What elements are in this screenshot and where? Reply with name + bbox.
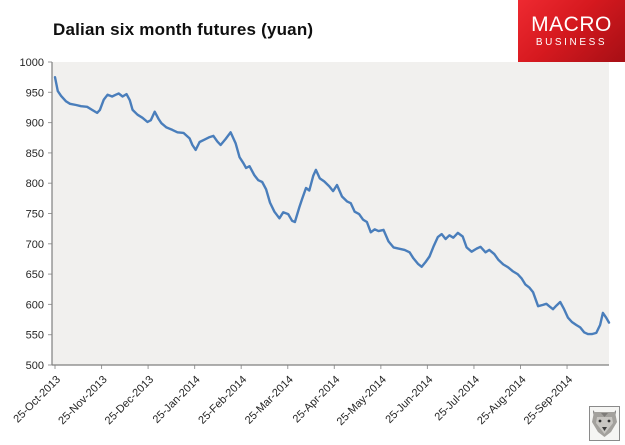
y-tick-label: 750 <box>26 209 44 221</box>
plot-area <box>52 62 609 365</box>
wolf-icon <box>589 406 620 441</box>
x-tick-label: 25-Mar-2014 <box>243 374 296 427</box>
logo-macro-text: MACRO <box>531 13 612 36</box>
x-tick-label: 25-Sep-2014 <box>522 374 575 427</box>
y-tick-label: 600 <box>26 299 44 311</box>
wolf-face-graphic <box>592 410 617 437</box>
chart-title: Dalian six month futures (yuan) <box>53 20 314 39</box>
x-tick-label: 25-Jun-2014 <box>383 374 435 426</box>
y-tick-label: 700 <box>26 239 44 251</box>
x-tick-label: 25-Jan-2014 <box>151 374 203 426</box>
y-tick-label: 800 <box>26 178 44 190</box>
y-tick-label: 500 <box>26 360 44 372</box>
y-tick-label: 1000 <box>20 57 44 69</box>
y-tick-label: 850 <box>26 148 44 160</box>
x-tick-label: 25-Nov-2013 <box>56 374 109 427</box>
x-tick-label: 25-Dec-2013 <box>103 374 156 427</box>
y-tick-label: 900 <box>26 118 44 130</box>
x-tick-label: 25-Feb-2014 <box>196 374 249 427</box>
x-tick-label: 25-Apr-2014 <box>291 374 343 426</box>
y-tick-label: 950 <box>26 87 44 99</box>
x-tick-label: 25-May-2014 <box>335 374 389 428</box>
logo-business-text: BUSINESS <box>535 37 608 48</box>
x-tick-label: 25-Jul-2014 <box>433 374 483 424</box>
y-tick-label: 650 <box>26 269 44 281</box>
macrobusiness-logo: MACRO BUSINESS <box>518 0 625 62</box>
price-line <box>53 75 611 336</box>
y-tick-label: 550 <box>26 330 44 342</box>
x-tick-label: 25-Oct-2013 <box>11 374 63 426</box>
x-tick-label: 25-Aug-2014 <box>475 374 528 427</box>
